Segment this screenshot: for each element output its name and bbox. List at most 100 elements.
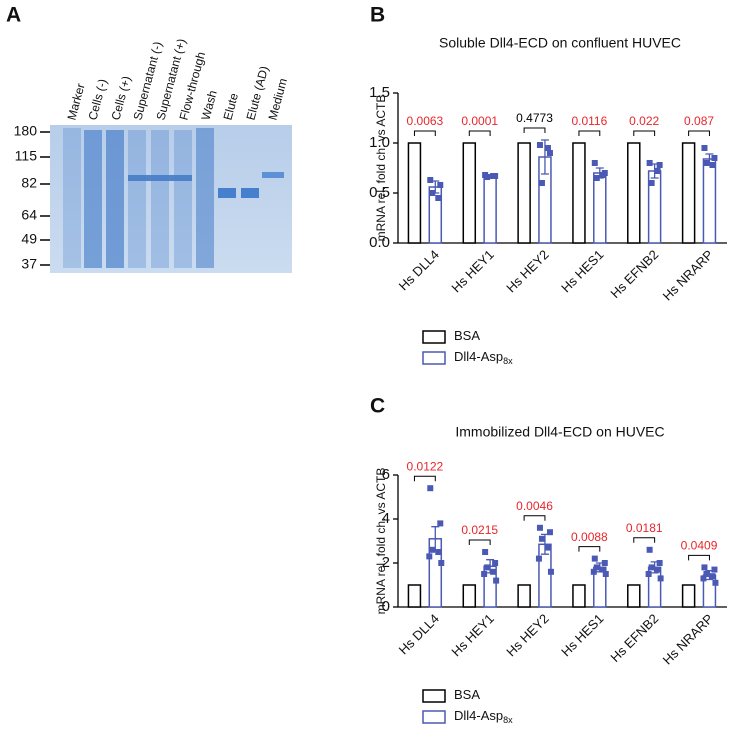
bar — [462, 584, 477, 608]
marker-label: 64 — [21, 207, 37, 223]
data-point — [493, 577, 500, 584]
data-point — [703, 571, 710, 577]
legend-name: Dll4-Asp — [454, 349, 503, 364]
marker-label: 180 — [14, 123, 38, 139]
data-point — [709, 573, 716, 580]
p-value: 0.4773 — [516, 111, 553, 125]
x-tick-label: Hs HEY2 — [503, 247, 551, 295]
data-point — [599, 172, 606, 178]
p-value: 0.0001 — [461, 114, 498, 128]
y-tick-label: 0.0 — [369, 234, 390, 251]
data-point — [429, 546, 436, 553]
p-value: 0.0181 — [626, 521, 663, 535]
legend-subscript: 8x — [503, 356, 513, 366]
p-value: 0.0116 — [571, 114, 607, 128]
legend-swatch — [422, 689, 446, 703]
x-tick-label: Hs EFNB2 — [607, 611, 661, 665]
significance-bracket — [468, 539, 491, 545]
legend-name: BSA — [454, 328, 480, 343]
data-point — [701, 564, 708, 571]
bar — [627, 584, 641, 608]
data-point — [547, 568, 554, 575]
panel-letter: A — [6, 4, 21, 27]
data-point — [536, 142, 543, 148]
significance-bracket — [523, 127, 546, 133]
p-value: 0.0088 — [571, 530, 608, 544]
error-bar — [540, 139, 549, 175]
data-point — [654, 168, 661, 174]
significance-bracket — [688, 130, 710, 136]
p-value: 0.0122 — [407, 459, 444, 473]
data-point — [591, 160, 598, 166]
data-point — [535, 555, 542, 562]
marker-label: 49 — [21, 231, 37, 247]
bar — [407, 584, 422, 608]
data-point — [435, 195, 442, 201]
bar — [517, 584, 531, 608]
legend-swatch — [422, 710, 446, 724]
panel-letter: B — [370, 4, 385, 27]
p-value: 0.0063 — [407, 114, 444, 128]
data-point — [590, 568, 597, 575]
legend-swatch — [422, 330, 446, 344]
data-point — [482, 549, 489, 555]
data-point — [648, 180, 655, 186]
data-point — [492, 560, 499, 566]
data-point — [437, 520, 444, 527]
data-point — [711, 566, 718, 573]
legend-name: Dll4-Asp — [454, 708, 503, 723]
bar — [483, 175, 497, 244]
data-point — [435, 549, 442, 555]
legend-swatch — [422, 351, 446, 365]
significance-bracket — [523, 515, 546, 521]
legend-label: Dll4-Asp8x — [454, 708, 513, 725]
data-point — [602, 571, 609, 577]
data-point — [646, 546, 653, 553]
gel-panel — [50, 125, 292, 273]
x-tick-label: Hs HES1 — [558, 247, 606, 295]
x-tick-label: Hs EFNB2 — [607, 247, 661, 301]
x-tick-label: Hs DLL4 — [396, 611, 442, 657]
x-tick-label: Hs NRARP — [660, 611, 717, 668]
significance-bracket — [578, 546, 601, 552]
lane-label: Medium — [265, 77, 290, 122]
data-point — [599, 566, 606, 573]
data-point — [645, 571, 652, 577]
marker-label: 37 — [21, 256, 37, 272]
bar — [572, 142, 586, 244]
bar — [407, 142, 422, 244]
lane-label: Elute — [220, 91, 241, 121]
data-point — [544, 544, 551, 551]
data-point — [703, 160, 710, 166]
x-tick-label: Hs HEY1 — [448, 611, 496, 659]
data-point — [427, 177, 434, 183]
data-point — [593, 564, 600, 571]
significance-bracket — [633, 130, 656, 136]
significance-bracket — [633, 537, 656, 543]
bar — [517, 142, 531, 244]
data-point — [700, 575, 707, 582]
bar — [572, 584, 586, 608]
data-point — [654, 566, 661, 573]
data-point — [490, 568, 497, 575]
data-point — [484, 564, 491, 571]
p-value: 0.087 — [684, 114, 714, 128]
x-tick-label: Hs NRARP — [660, 247, 717, 304]
data-point — [712, 579, 719, 586]
significance-bracket — [688, 554, 710, 561]
significance-bracket — [413, 475, 436, 482]
x-tick-label: Hs HEY1 — [448, 247, 496, 295]
data-point — [538, 180, 545, 186]
data-point — [538, 535, 545, 542]
y-tick-label: 0 — [382, 598, 390, 615]
data-point — [701, 145, 708, 151]
data-point — [657, 575, 664, 582]
data-point — [536, 524, 543, 531]
marker-label: 115 — [15, 148, 38, 164]
data-point — [426, 553, 433, 560]
data-point — [546, 150, 553, 156]
data-point — [427, 485, 434, 492]
bar — [462, 142, 477, 244]
legend-name: BSA — [454, 687, 480, 702]
